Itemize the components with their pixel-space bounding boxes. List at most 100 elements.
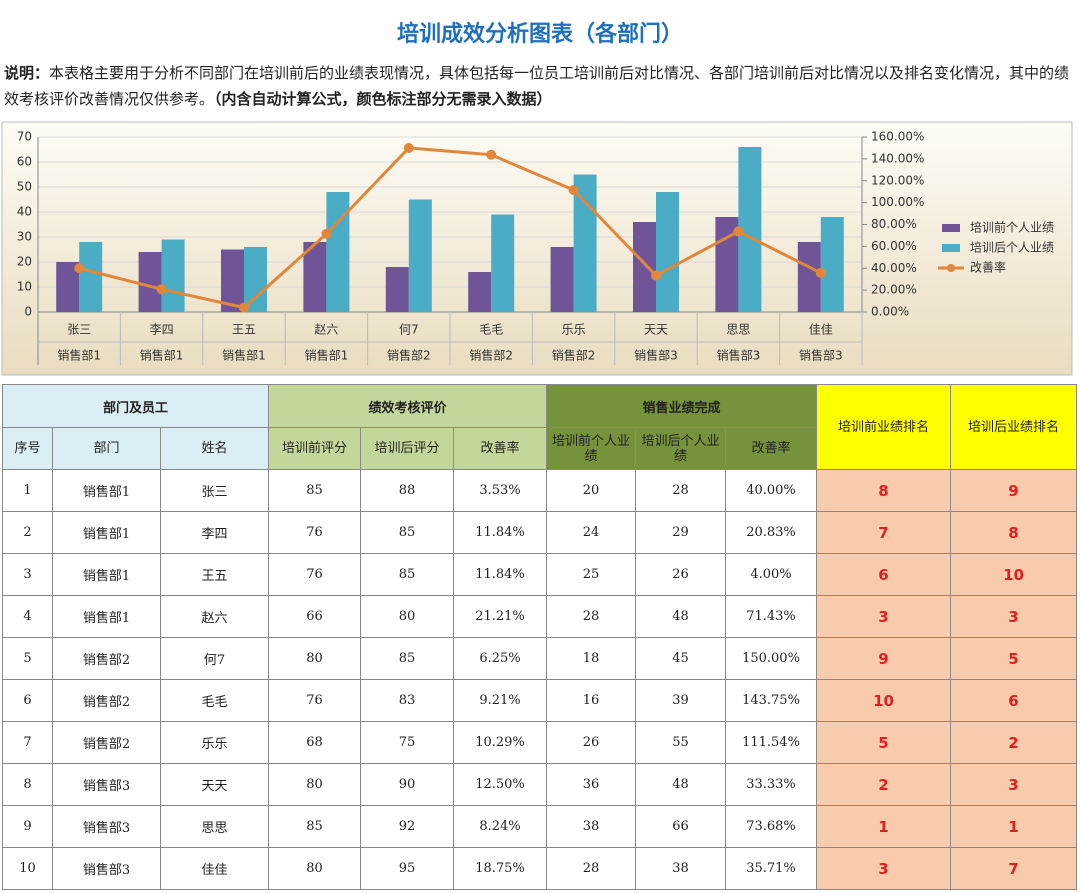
column-header: 培训后个人业绩 xyxy=(635,427,726,470)
group-header: 销售业绩完成 xyxy=(546,384,817,428)
column-header: 改善率 xyxy=(453,427,547,470)
column-header: 姓名 xyxy=(160,427,269,470)
table-cell: 38 xyxy=(635,847,726,890)
y2-tick-label: 80.00% xyxy=(871,217,917,231)
table-cell: 2 xyxy=(2,511,53,554)
table-cell: 85 xyxy=(360,511,454,554)
y2-tick-label: 20.00% xyxy=(871,283,917,297)
table-cell: 71.43% xyxy=(725,595,817,638)
table-cell: 毛毛 xyxy=(160,679,269,722)
bar xyxy=(221,249,244,312)
x-tick-label: 李四 xyxy=(150,322,174,337)
table-cell: 28 xyxy=(635,469,726,512)
x-group-label: 销售部1 xyxy=(305,348,349,363)
rank-cell: 1 xyxy=(950,805,1077,848)
y2-tick-label: 160.00% xyxy=(871,130,924,144)
rank-cell: 6 xyxy=(816,553,951,596)
y2-tick-label: 120.00% xyxy=(871,173,924,187)
table-cell: 83 xyxy=(360,679,454,722)
table-cell: 68 xyxy=(268,721,361,764)
x-tick-label: 何7 xyxy=(399,323,419,337)
table-cell: 21.21% xyxy=(453,595,547,638)
table-cell: 18 xyxy=(546,637,636,680)
x-tick-label: 王五 xyxy=(232,323,256,337)
table-cell: 39 xyxy=(635,679,726,722)
table-cell: 3.53% xyxy=(453,469,547,512)
table-cell: 销售部1 xyxy=(52,469,161,512)
legend-swatch xyxy=(942,224,960,232)
table-cell: 10.29% xyxy=(453,721,547,764)
table-cell: 6 xyxy=(2,679,53,722)
table-cell: 5 xyxy=(2,637,53,680)
table-cell: 何7 xyxy=(160,637,269,680)
column-header: 部门 xyxy=(52,427,161,470)
x-tick-label: 天天 xyxy=(644,323,668,337)
line-point xyxy=(156,284,167,295)
rank-cell: 3 xyxy=(816,595,951,638)
rank-cell: 7 xyxy=(816,511,951,554)
bar xyxy=(550,247,574,312)
y-tick-label: 40 xyxy=(17,205,32,219)
table-cell: 销售部1 xyxy=(52,595,161,638)
table-cell: 150.00% xyxy=(725,637,817,680)
table-cell: 26 xyxy=(546,721,636,764)
bar xyxy=(56,262,80,312)
table-cell: 48 xyxy=(635,763,726,806)
description-label: 说明： xyxy=(4,64,50,82)
table-cell: 销售部2 xyxy=(52,721,161,764)
table-cell: 4.00% xyxy=(725,553,817,596)
rank-header: 培训后业绩排名 xyxy=(950,384,1077,470)
table-cell: 销售部3 xyxy=(52,847,161,890)
table-cell: 80 xyxy=(268,847,361,890)
table-cell: 7 xyxy=(2,721,53,764)
line xyxy=(78,146,822,310)
table-cell: 佳佳 xyxy=(160,847,269,890)
table-cell: 48 xyxy=(635,595,726,638)
table-cell: 8.24% xyxy=(453,805,547,848)
table-cell: 80 xyxy=(268,637,361,680)
table-cell: 4 xyxy=(2,595,53,638)
description: 说明：本表格主要用于分析不同部门在培训前后的业绩表现情况，具体包括每一位员工培训… xyxy=(4,60,1074,112)
column-header: 改善率 xyxy=(725,427,817,470)
rank-cell: 10 xyxy=(950,553,1077,596)
table-cell: 85 xyxy=(268,469,361,512)
line-point xyxy=(486,149,497,160)
rank-cell: 8 xyxy=(950,511,1077,554)
rank-cell: 2 xyxy=(950,721,1077,764)
rank-cell: 1 xyxy=(816,805,951,848)
table-cell: 76 xyxy=(268,553,361,596)
table-cell: 销售部3 xyxy=(52,805,161,848)
table-cell: 33.33% xyxy=(725,763,817,806)
table-cell: 80 xyxy=(268,763,361,806)
table-cell: 销售部2 xyxy=(52,637,161,680)
table-cell: 销售部2 xyxy=(52,679,161,722)
rank-cell: 10 xyxy=(816,679,951,722)
table-cell: 66 xyxy=(268,595,361,638)
table-cell: 12.50% xyxy=(453,763,547,806)
table-cell: 55 xyxy=(635,721,726,764)
x-tick-label: 毛毛 xyxy=(479,323,503,337)
bar xyxy=(408,199,432,312)
table-cell: 35.71% xyxy=(725,847,817,890)
page-title: 培训成效分析图表（各部门） xyxy=(396,22,683,47)
line-point xyxy=(568,185,579,196)
rank-cell: 2 xyxy=(816,763,951,806)
x-group-label: 销售部1 xyxy=(222,348,266,363)
x-group-label: 销售部2 xyxy=(552,348,596,363)
bar xyxy=(303,242,327,312)
table-cell: 95 xyxy=(360,847,454,890)
x-tick-label: 乐乐 xyxy=(562,323,586,337)
rank-cell: 6 xyxy=(950,679,1077,722)
table-cell: 9 xyxy=(2,805,53,848)
x-group-label: 销售部2 xyxy=(387,348,431,363)
table-cell: 9.21% xyxy=(453,679,547,722)
legend-label: 培训后个人业绩 xyxy=(970,240,1054,255)
rank-header: 培训前业绩排名 xyxy=(816,384,951,470)
table-cell: 赵六 xyxy=(160,595,269,638)
legend-swatch xyxy=(947,264,955,272)
table-cell: 10 xyxy=(2,847,53,890)
y-tick-label: 70 xyxy=(17,130,32,144)
table-cell: 销售部1 xyxy=(52,511,161,554)
x-tick-label: 佳佳 xyxy=(809,323,833,337)
